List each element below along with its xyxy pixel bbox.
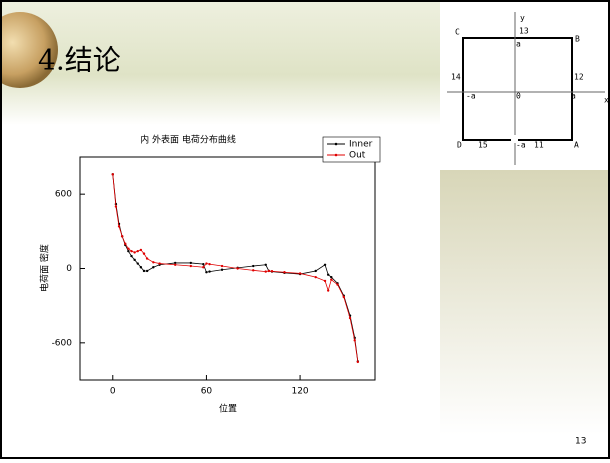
legend-label: Inner <box>349 140 373 150</box>
data-point <box>324 280 326 282</box>
edge-label: 12 <box>574 73 584 82</box>
data-point <box>252 269 254 271</box>
mark-label: a <box>571 92 576 101</box>
y-axis-title: 电荷面 密度 <box>39 244 51 292</box>
x-axis-title: 位置 <box>219 403 237 415</box>
corner-label: D <box>457 141 462 150</box>
data-point <box>190 262 192 264</box>
data-point <box>124 243 126 245</box>
data-point <box>190 265 192 267</box>
mark-label: 0 <box>516 92 521 101</box>
data-point <box>143 252 145 254</box>
axis-label: x <box>604 96 609 105</box>
data-point <box>324 264 326 266</box>
data-point <box>130 250 132 252</box>
data-point <box>112 173 114 175</box>
data-point <box>205 271 207 273</box>
data-point <box>118 225 120 227</box>
data-point <box>283 271 285 273</box>
data-point <box>140 266 142 268</box>
legend-label: Out <box>349 151 366 161</box>
x-tick-label: 120 <box>291 387 308 397</box>
data-point <box>152 266 154 268</box>
data-point <box>133 251 135 253</box>
edge-label: 15 <box>478 141 488 150</box>
data-point <box>330 276 332 278</box>
data-point <box>314 276 316 278</box>
data-point <box>336 283 338 285</box>
data-point <box>137 262 139 264</box>
data-point <box>314 270 316 272</box>
data-point <box>121 235 123 237</box>
y-tick-label: 600 <box>55 190 72 200</box>
legend-marker <box>335 154 338 157</box>
corner-label: C <box>455 28 460 37</box>
data-point <box>127 250 129 252</box>
edge-label: 13 <box>519 27 529 36</box>
chart-title: 内 外表面 电荷分布曲线 <box>140 134 236 146</box>
legend-marker <box>335 143 338 146</box>
y-tick-label: -600 <box>52 338 73 348</box>
data-point <box>208 270 210 272</box>
data-point <box>152 261 154 263</box>
data-point <box>349 317 351 319</box>
slide: 4.结论 13 C B D A 13 14 12 15 11 x y a -a … <box>0 0 610 459</box>
data-point <box>115 205 117 207</box>
data-point <box>265 270 267 272</box>
y-tick-label: 0 <box>66 264 72 274</box>
x-tick-label: 60 <box>201 387 213 397</box>
data-point <box>202 266 204 268</box>
data-point <box>327 273 329 275</box>
data-point <box>265 264 267 266</box>
page-number: 13 <box>575 437 586 447</box>
slide-title: 4.结论 <box>38 44 121 77</box>
data-point <box>299 272 301 274</box>
data-point <box>140 249 142 251</box>
data-point <box>146 257 148 259</box>
data-point <box>208 263 210 265</box>
edge-label: 14 <box>451 73 461 82</box>
mark-label: -a <box>466 92 476 101</box>
data-point <box>330 278 332 280</box>
data-point <box>137 250 139 252</box>
x-tick-label: 0 <box>110 387 116 397</box>
data-point <box>221 265 223 267</box>
data-point <box>127 247 129 249</box>
edge-label: 11 <box>534 141 544 150</box>
data-point <box>133 259 135 261</box>
axis-label: y <box>520 14 525 23</box>
data-point <box>343 296 345 298</box>
data-point <box>327 289 329 291</box>
data-point <box>158 262 160 264</box>
corner-label: A <box>574 141 579 150</box>
data-point <box>174 264 176 266</box>
data-point <box>268 270 270 272</box>
mark-label: a <box>516 40 521 49</box>
data-point <box>143 270 145 272</box>
data-point <box>205 262 207 264</box>
mark-label: -a <box>516 141 526 150</box>
data-point <box>130 255 132 257</box>
data-point <box>146 270 148 272</box>
data-point <box>252 265 254 267</box>
data-point <box>236 267 238 269</box>
data-point <box>357 361 359 363</box>
data-point <box>354 339 356 341</box>
data-point <box>202 263 204 265</box>
side-panel <box>440 170 610 435</box>
data-point <box>221 269 223 271</box>
data-point <box>271 270 273 272</box>
corner-label: B <box>575 35 580 44</box>
